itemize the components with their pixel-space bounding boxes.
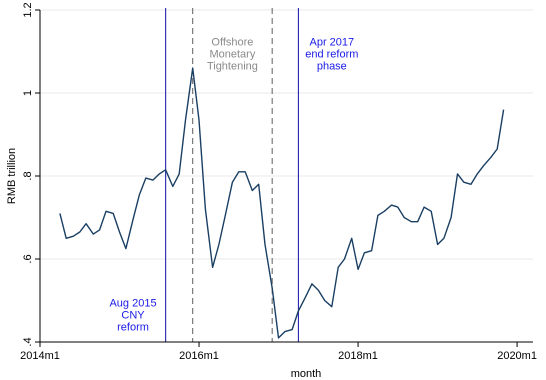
x-tick-label: 2014m1 [20, 350, 60, 362]
y-tick-label: .8 [22, 171, 34, 180]
annotations: Offshore Monetary Tightening Apr 2017 end re… [109, 36, 358, 333]
annotation-text: Apr 2017 end reform phase [305, 36, 358, 72]
x-tick-label: 2020m1 [497, 350, 537, 362]
reference-lines [165, 8, 299, 342]
x-tick-label: 2018m1 [338, 350, 378, 362]
y-tick-label: .6 [22, 254, 34, 263]
y-tick-label: 1 [22, 90, 34, 96]
y-tick-label: 1.2 [22, 2, 34, 17]
series-line [59, 67, 505, 339]
x-tick-label: 2016m1 [179, 350, 219, 362]
y-ticks: .4 .6 .8 1 1.2 [22, 2, 40, 347]
annotation-text: Offshore Monetary Tightening [207, 36, 258, 72]
x-axis-label: month [291, 368, 322, 380]
series-lines [59, 67, 505, 339]
x-ticks: 2014m1 2016m1 2018m1 2020m1 [20, 342, 537, 362]
annotation-text: Aug 2015 CNY reform [109, 298, 156, 334]
y-tick-label: .4 [22, 337, 34, 346]
y-axis-label: RMB trillion [6, 148, 18, 204]
